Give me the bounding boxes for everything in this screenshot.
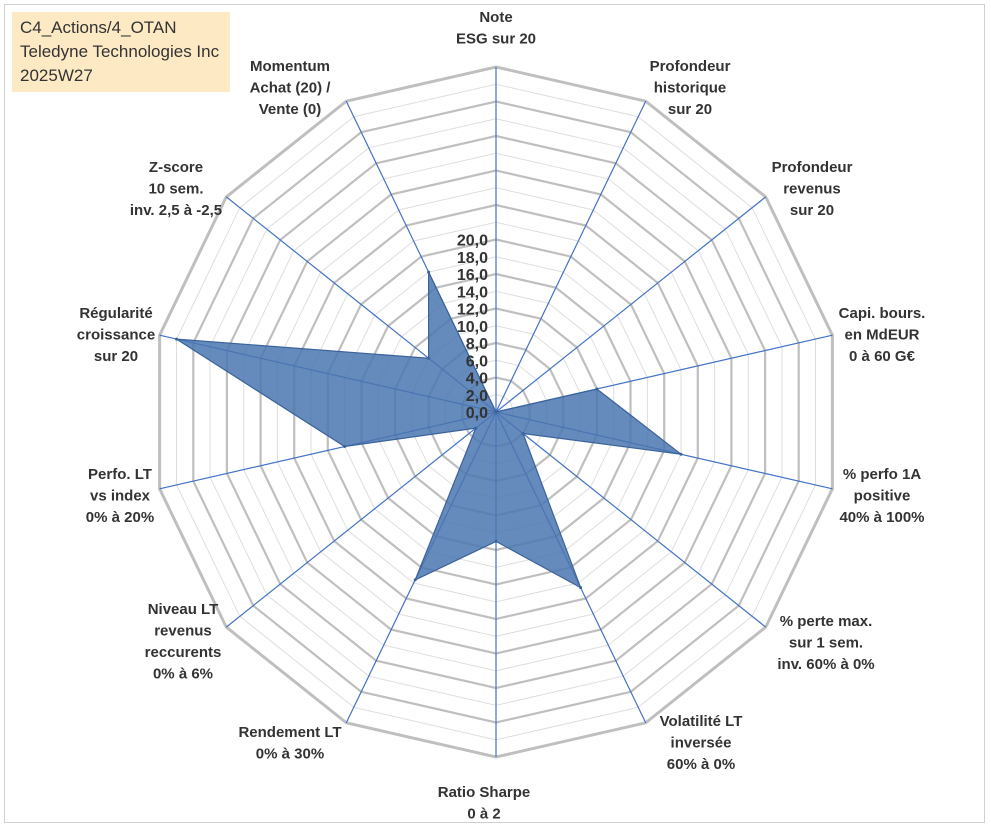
info-company: Teledyne Technologies Inc (20, 42, 220, 61)
axis-label-9: 0% à 6% (153, 666, 213, 683)
tick-label: 2,0 (466, 388, 488, 405)
axis-label-10: 0% à 20% (86, 509, 154, 526)
data-point (494, 539, 498, 543)
axis-label-10: vs index (90, 488, 151, 505)
tick-label: 16,0 (457, 267, 488, 284)
axis-label-12: inv. 2,5 à -2,5 (130, 202, 222, 219)
axis-label-5: sur 1 sem. (789, 635, 863, 652)
data-point (679, 452, 683, 456)
data-point (521, 432, 525, 435)
axis-label-2: Profondeur (772, 159, 853, 176)
tick-label: 8,0 (466, 336, 488, 353)
axis-label-1: sur 20 (668, 101, 712, 118)
axis-spoke (495, 100, 647, 413)
tick-label: 6,0 (466, 353, 488, 370)
data-point (427, 356, 431, 360)
tick-label: 14,0 (457, 284, 488, 301)
axis-label-0: Note (479, 9, 512, 26)
axis-label-2: revenus (783, 181, 841, 198)
data-point (175, 337, 178, 341)
axis-label-11: Régularité (79, 305, 152, 322)
axis-label-1: Profondeur (650, 58, 731, 75)
axis-spoke (225, 411, 497, 628)
axis-spoke (495, 411, 767, 628)
tick-label: 18,0 (457, 250, 488, 267)
axis-label-4: % perfo 1A (843, 466, 922, 483)
axis-label-3: en MdEUR (845, 327, 920, 344)
data-point (427, 270, 431, 274)
data-point (579, 586, 583, 590)
axis-label-8: 0% à 30% (256, 746, 324, 763)
axis-label-1: historique (654, 80, 727, 97)
axis-label-12: 10 sem. (148, 181, 203, 198)
axis-label-9: revenus (154, 623, 212, 640)
info-week: 2025W27 (20, 66, 93, 85)
data-point (474, 426, 478, 430)
tick-label: 12,0 (457, 302, 488, 319)
info-portfolio: C4_Actions/4_OTAN (20, 18, 177, 37)
axis-label-11: croissance (77, 327, 155, 344)
axis-spoke (495, 196, 767, 413)
data-point (494, 410, 498, 414)
axis-label-9: Niveau LT (148, 601, 219, 618)
axis-label-13: Momentum (250, 58, 330, 75)
axis-label-5: % perte max. (780, 613, 873, 630)
tick-label: 10,0 (457, 319, 488, 336)
tick-label: 4,0 (466, 371, 488, 388)
axis-label-4: positive (854, 488, 911, 505)
axis-label-5: inv. 60% à 0% (777, 656, 874, 673)
info-box: C4_Actions/4_OTAN Teledyne Technologies … (12, 12, 230, 92)
axis-label-6: inversée (671, 735, 732, 752)
axis-label-12: Z-score (149, 159, 203, 176)
axis-label-6: 60% à 0% (667, 756, 735, 773)
data-point (595, 387, 599, 391)
axis-label-4: 40% à 100% (839, 509, 924, 526)
data-point (413, 578, 417, 582)
axis-label-8: Rendement LT (238, 724, 341, 741)
tick-label: 20,0 (457, 233, 488, 250)
axis-label-9: reccurents (145, 644, 222, 661)
data-point (343, 445, 347, 448)
axis-label-13: Vente (0) (259, 101, 322, 118)
axis-label-11: sur 20 (94, 348, 138, 365)
axis-label-10: Perfo. LT (88, 466, 152, 483)
axis-label-0: ESG sur 20 (456, 31, 536, 48)
axis-label-3: 0 à 60 G€ (849, 348, 916, 365)
axis-label-13: Achat (20) / (250, 80, 332, 97)
axis-label-6: Volatilité LT (660, 713, 743, 730)
axis-label-7: 0 à 2 (467, 806, 500, 823)
axis-label-7: Ratio Sharpe (438, 784, 531, 801)
axis-label-3: Capi. bours. (839, 305, 926, 322)
axis-label-2: sur 20 (790, 202, 834, 219)
tick-label: 0,0 (466, 405, 488, 422)
